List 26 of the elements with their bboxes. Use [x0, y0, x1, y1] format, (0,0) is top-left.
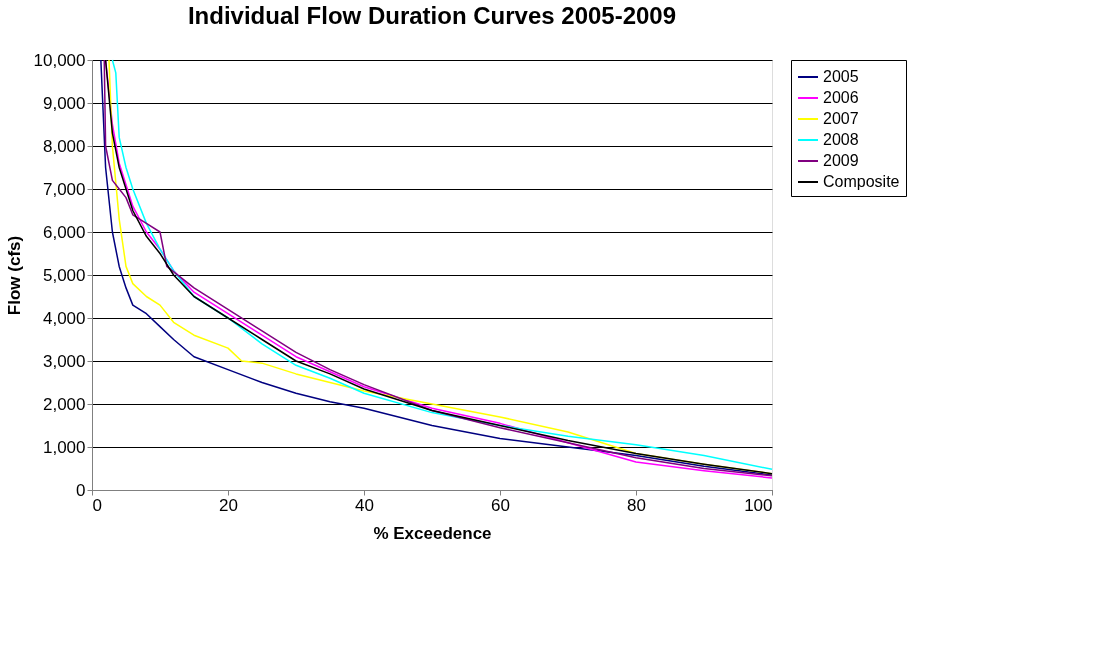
y-tick-label: 9,000 — [42, 93, 86, 113]
y-tick-label: 7,000 — [42, 179, 86, 199]
legend-label: Composite — [823, 173, 900, 190]
x-tick-label: 40 — [355, 495, 374, 515]
x-tick-label: 80 — [627, 495, 646, 515]
chart-title: Individual Flow Duration Curves 2005-2009 — [187, 2, 677, 29]
y-tick-label: 0 — [76, 480, 86, 500]
y-tick-label: 5,000 — [42, 265, 86, 285]
y-tick-label: 3,000 — [42, 351, 86, 371]
legend-label: 2005 — [823, 68, 859, 85]
y-tick-label: 2,000 — [42, 394, 86, 414]
x-tick-label: 20 — [219, 495, 238, 515]
y-axis-title: Flow (cfs) — [4, 235, 24, 316]
y-tick-label: 10,000 — [33, 50, 86, 70]
x-axis-title: % Exceedence — [373, 523, 492, 543]
y-tick-label: 6,000 — [42, 222, 86, 242]
legend-label: 2007 — [823, 110, 859, 127]
legend-label: 2006 — [823, 89, 859, 106]
legend-label: 2009 — [823, 152, 859, 169]
x-tick-label: 0 — [92, 495, 102, 515]
y-tick-label: 1,000 — [42, 437, 86, 457]
x-tick-label: 60 — [491, 495, 510, 515]
x-tick-label: 100 — [744, 495, 773, 515]
y-tick-label: 4,000 — [42, 308, 86, 328]
legend-label: 2008 — [823, 131, 859, 148]
y-tick-label: 8,000 — [42, 136, 86, 156]
